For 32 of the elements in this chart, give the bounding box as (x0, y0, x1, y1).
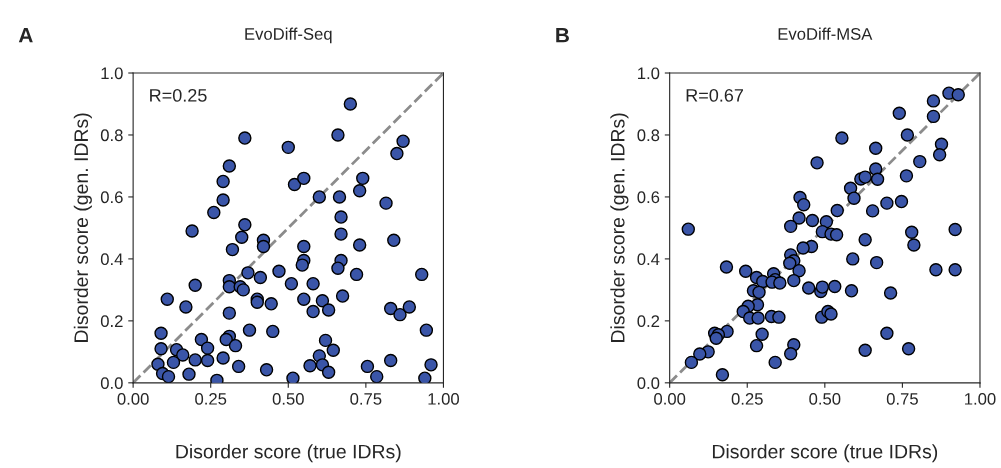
y-axis-title: Disorder score (gen. IDRs) (73, 113, 92, 342)
x-axis-title: Disorder score (true IDRs) (176, 444, 401, 463)
x-axis-title: Disorder score (true IDRs) (712, 444, 938, 463)
y-tick-label: 0.4 (100, 253, 123, 266)
annotation: R=0.67 (686, 88, 743, 102)
text: A (18, 28, 33, 43)
y-tick-label: 0.8 (637, 129, 660, 142)
y-axis-title: Disorder score (gen. IDRs) (610, 113, 629, 342)
y-tick-label: 0.6 (637, 191, 660, 204)
y-tick-label: 0.0 (100, 377, 123, 390)
y-tick-label: 1.0 (638, 67, 660, 80)
y-tick-label: 0.0 (637, 377, 660, 390)
x-tick-label: 0.75 (350, 392, 382, 405)
x-tick-label: 0.00 (117, 392, 149, 405)
x-tick-label: 0.50 (809, 392, 841, 405)
x-tick-label: 0.25 (731, 392, 763, 405)
y-tick-label: 0.4 (637, 253, 660, 266)
x-tick-label: 0.50 (272, 392, 304, 405)
y-tick-label: 0.2 (637, 315, 660, 328)
x-tick-label: 0.75 (886, 392, 918, 405)
x-tick-label: 1.00 (428, 392, 460, 405)
annotation: R=0.25 (150, 88, 207, 102)
text: B (556, 28, 569, 43)
x-tick-label: 0.00 (654, 392, 686, 405)
y-tick-label: 1.0 (101, 67, 123, 80)
chart-title: EvoDiff-MSA (778, 27, 873, 40)
y-tick-label: 0.8 (100, 129, 123, 142)
y-tick-label: 0.6 (100, 191, 123, 204)
y-tick-label: 0.2 (100, 315, 123, 328)
x-tick-label: 1.00 (965, 392, 996, 405)
chart-title: EvoDiff-Seq (245, 27, 332, 44)
x-tick-label: 0.25 (195, 392, 227, 405)
